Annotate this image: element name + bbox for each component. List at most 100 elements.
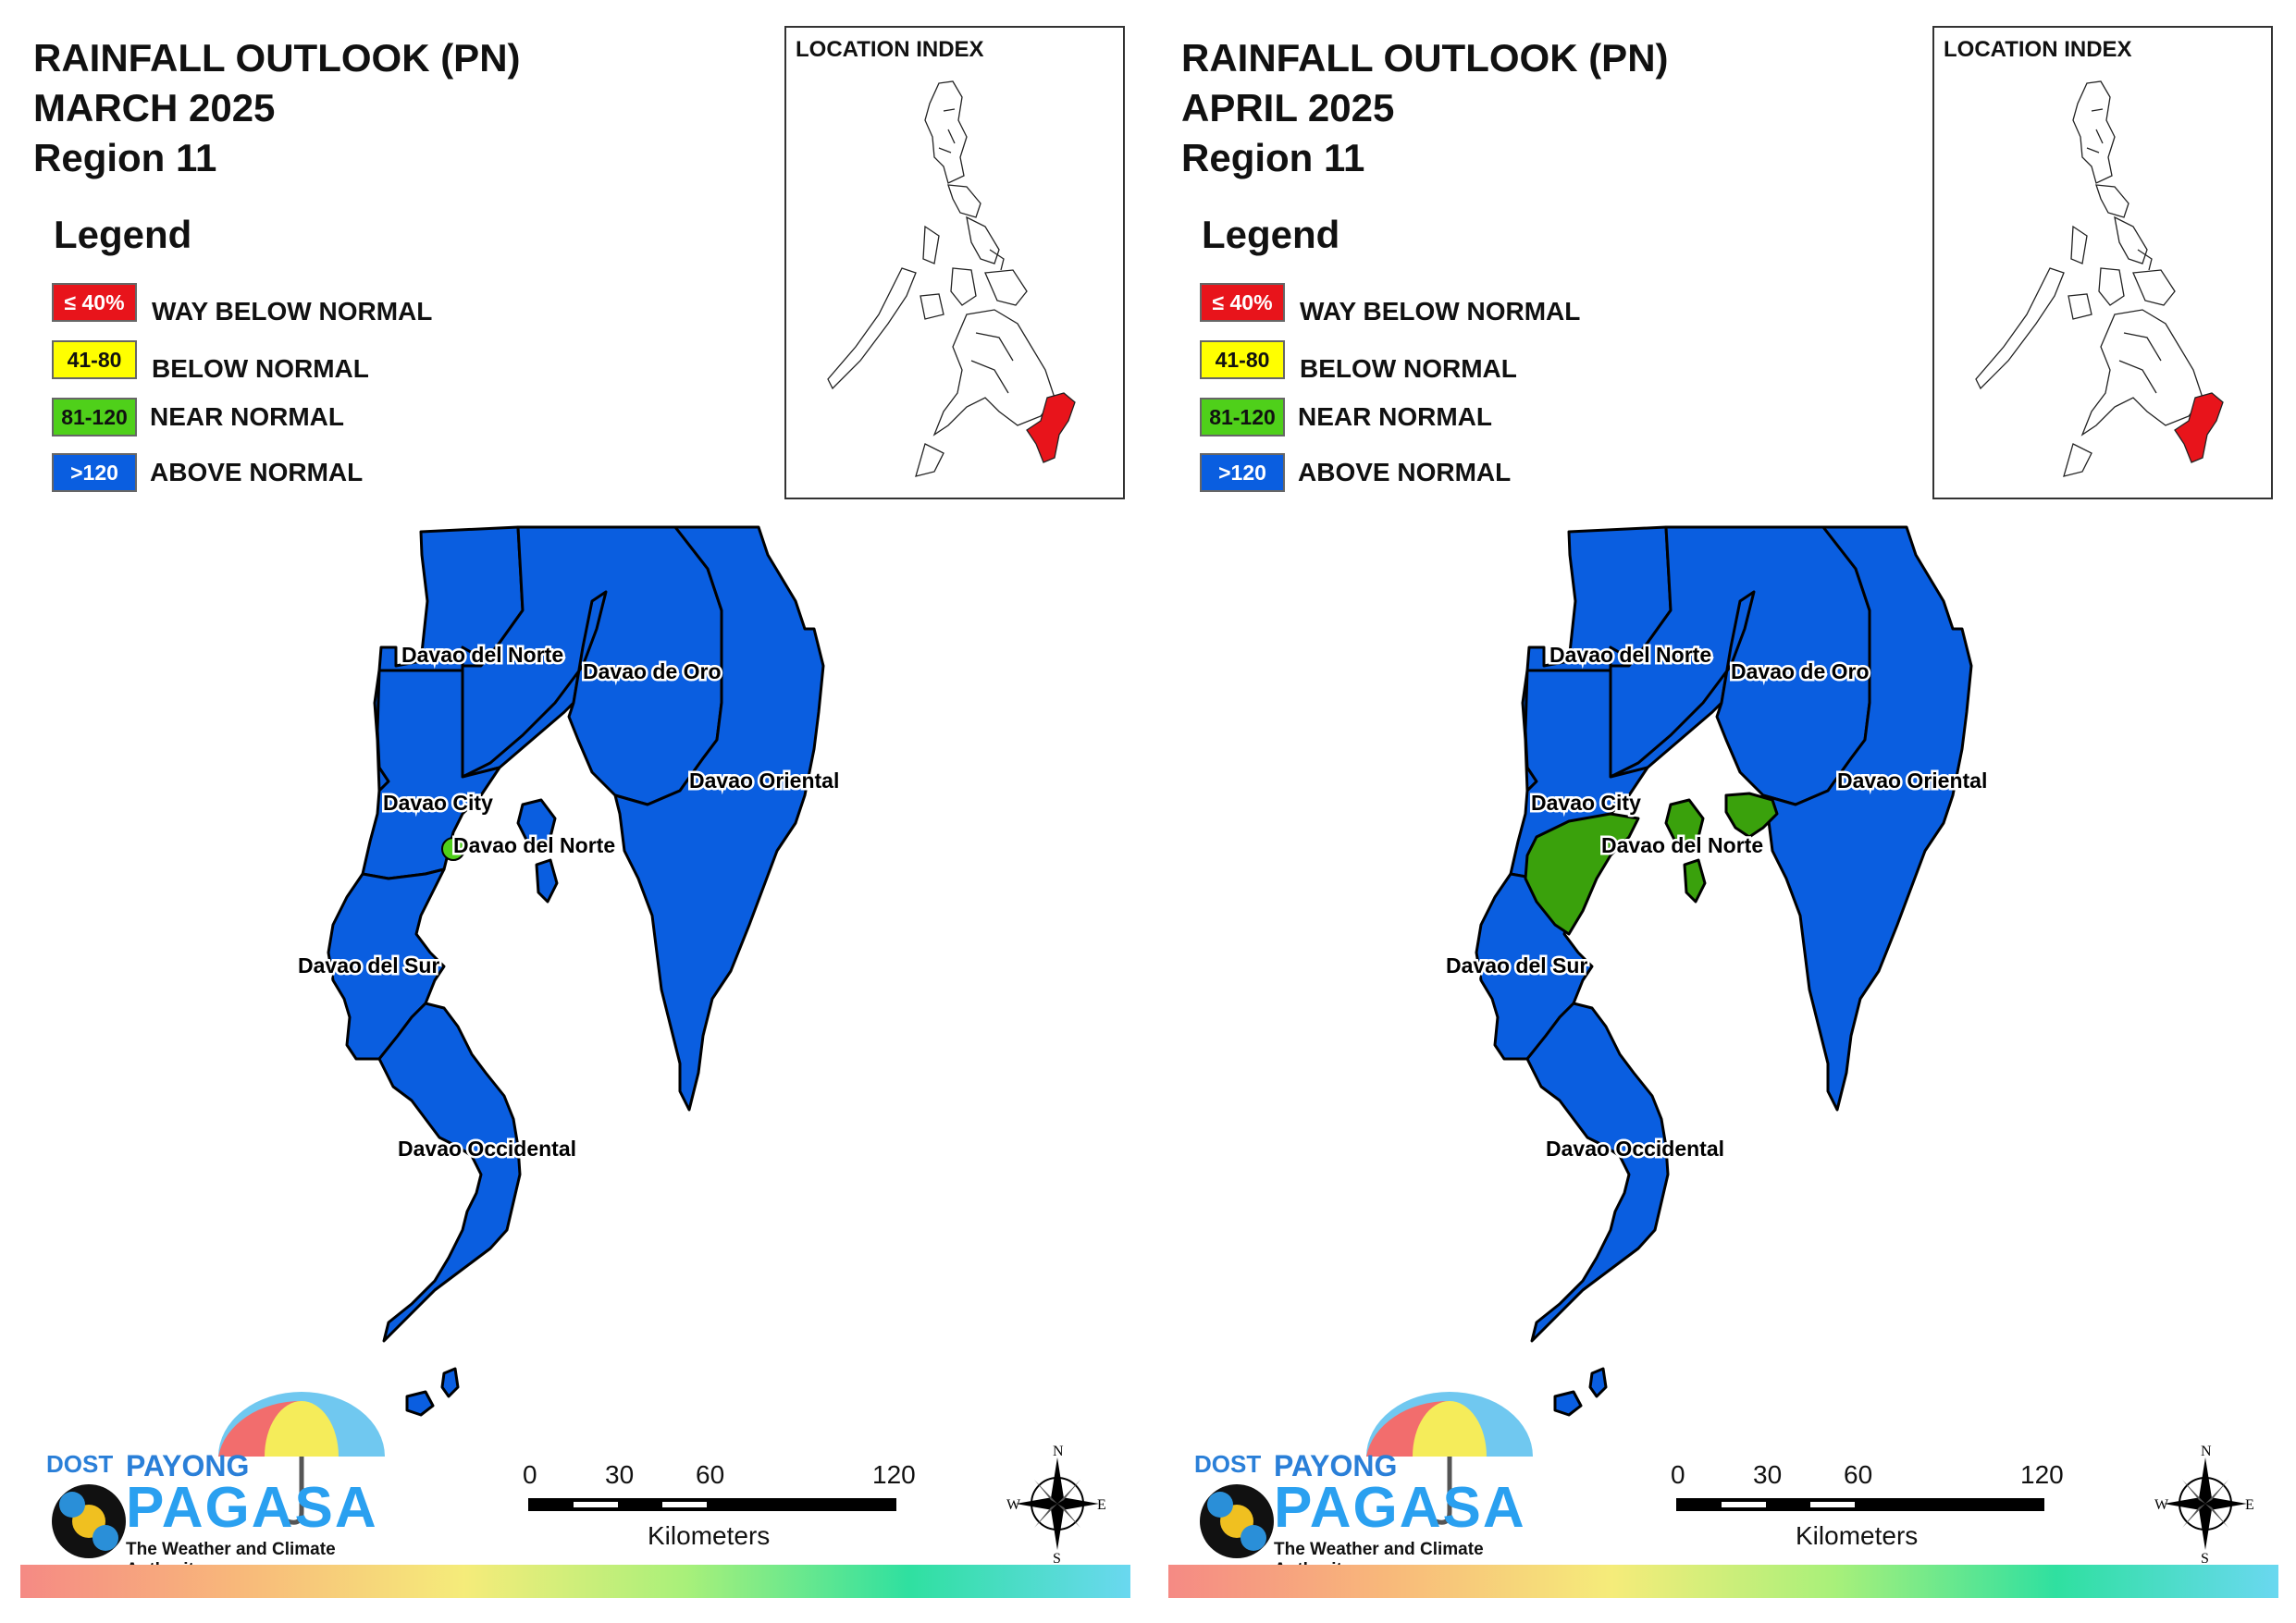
island-samal	[516, 798, 557, 853]
province-davao-occidental	[377, 1002, 522, 1343]
payong-pagasa-logo: DOST PAYONG PAGASA The Weather and Clima…	[1181, 1392, 1551, 1580]
panel-march: RAINFALL OUTLOOK (PN) MARCH 2025 Region …	[20, 26, 1130, 1598]
legend-item-way-below: ≤ 40% WAY BELOW NORMAL	[52, 281, 433, 326]
legend-item-way-below: ≤ 40% WAY BELOW NORMAL	[1200, 281, 1581, 326]
label-davao-oriental: Davao Oriental	[1837, 768, 1987, 793]
legend-swatch: 81-120	[52, 398, 137, 436]
legend-item-near: 81-120 NEAR NORMAL	[1200, 396, 1492, 438]
label-davao-oriental: Davao Oriental	[689, 768, 839, 793]
label-davao-del-norte: Davao del Norte	[1549, 643, 1711, 667]
compass-w: W	[2154, 1497, 2169, 1513]
label-davao-city: Davao City	[1531, 791, 1641, 815]
legend-item-below: 41-80 BELOW NORMAL	[52, 338, 369, 383]
island-sarangani	[1588, 1367, 1608, 1398]
scale-tick: 120	[872, 1460, 916, 1489]
island-balut	[1553, 1390, 1583, 1417]
label-davao-de-oro: Davao de Oro	[583, 659, 722, 683]
scale-bar-graphic	[1676, 1498, 2044, 1511]
compass-s: S	[1053, 1551, 1061, 1563]
legend-item-near: 81-120 NEAR NORMAL	[52, 396, 344, 438]
title-line-2: MARCH 2025	[33, 86, 276, 129]
legend-label: WAY BELOW NORMAL	[1300, 297, 1581, 326]
region-11-map: Davao del Norte Davao de Oro Davao Orien…	[1444, 525, 1990, 1417]
province-davao-occidental	[1525, 1002, 1670, 1343]
color-gradient-bar	[1168, 1565, 2278, 1598]
scale-tick: 30	[605, 1460, 635, 1489]
legend-swatch: 81-120	[1200, 398, 1285, 436]
title-line-3: Region 11	[1181, 136, 1365, 179]
legend-swatch: >120	[1200, 453, 1285, 492]
color-gradient-bar	[20, 1565, 1130, 1598]
scale-unit: Kilometers	[648, 1521, 771, 1550]
label-davao-del-sur: Davao del Sur	[1446, 953, 1587, 977]
region-11-highlight	[2174, 392, 2224, 463]
north-arrow-compass: N S E W	[2154, 1443, 2256, 1568]
location-index-inset: LOCATION INDEX	[1932, 26, 2273, 499]
scale-tick: 60	[1844, 1460, 1873, 1489]
legend-label: NEAR NORMAL	[1298, 402, 1492, 431]
north-arrow-compass: N S E W	[1006, 1443, 1108, 1568]
compass-e: E	[2245, 1497, 2254, 1513]
scale-bar: 0 30 60 120 Kilometers	[523, 1457, 916, 1550]
payong-pagasa-logo: DOST PAYONG PAGASA The Weather and Clima…	[33, 1392, 403, 1580]
logo-dost: DOST	[46, 1450, 114, 1478]
scale-tick: 0	[523, 1460, 537, 1489]
legend-item-below: 41-80 BELOW NORMAL	[1200, 338, 1517, 383]
logo-pagasa: PAGASA	[1274, 1476, 1526, 1540]
legend-title: Legend	[54, 213, 192, 256]
compass-w: W	[1006, 1497, 1021, 1513]
scale-tick: 120	[2020, 1460, 2064, 1489]
compass-s: S	[2201, 1551, 2209, 1563]
compass-n: N	[2201, 1444, 2212, 1459]
label-davao-de-oro: Davao de Oro	[1731, 659, 1870, 683]
logo-pagasa: PAGASA	[126, 1476, 378, 1540]
island-samal	[1664, 798, 1705, 853]
legend-swatch: >120	[52, 453, 137, 492]
region-11-map: Davao del Norte Davao de Oro Davao Orien…	[296, 525, 842, 1417]
legend-swatch: ≤ 40%	[1200, 283, 1285, 322]
logo-dost: DOST	[1194, 1450, 1262, 1478]
inset-title: LOCATION INDEX	[796, 37, 984, 62]
philippines-outline-map	[827, 80, 1076, 477]
scale-bar: 0 30 60 120 Kilometers	[1671, 1457, 2064, 1550]
legend-swatch: ≤ 40%	[52, 283, 137, 322]
near-normal-area-davao-de-oro	[1724, 792, 1779, 839]
near-normal-area	[441, 837, 465, 861]
scale-tick: 60	[696, 1460, 725, 1489]
island-samal-south	[1683, 858, 1707, 904]
map-title: RAINFALL OUTLOOK (PN) MARCH 2025 Region …	[33, 33, 521, 183]
legend-title: Legend	[1202, 213, 1340, 256]
scale-tick: 0	[1671, 1460, 1685, 1489]
scale-tick: 30	[1753, 1460, 1783, 1489]
compass-e: E	[1097, 1497, 1106, 1513]
label-davao-occidental: Davao Occidental	[398, 1137, 576, 1161]
legend-item-above: >120 ABOVE NORMAL	[52, 451, 363, 494]
island-sarangani	[440, 1367, 460, 1398]
legend-label: ABOVE NORMAL	[150, 458, 364, 486]
legend-item-above: >120 ABOVE NORMAL	[1200, 451, 1511, 494]
legend-label: NEAR NORMAL	[150, 402, 344, 431]
title-line-2: APRIL 2025	[1181, 86, 1395, 129]
legend-label: WAY BELOW NORMAL	[152, 297, 433, 326]
legend-swatch: 41-80	[1200, 340, 1285, 379]
map-title: RAINFALL OUTLOOK (PN) APRIL 2025 Region …	[1181, 33, 1669, 183]
province-davao-oriental	[1761, 525, 1973, 1112]
near-normal-area-davao-city	[1524, 812, 1640, 936]
legend-label: BELOW NORMAL	[152, 354, 369, 383]
island-samal-south	[535, 858, 559, 904]
philippines-outline-map	[1975, 80, 2224, 477]
province-davao-oriental	[613, 525, 825, 1112]
title-line-1: RAINFALL OUTLOOK (PN)	[1181, 36, 1669, 80]
title-line-3: Region 11	[33, 136, 217, 179]
legend-label: BELOW NORMAL	[1300, 354, 1517, 383]
label-davao-occidental: Davao Occidental	[1546, 1137, 1724, 1161]
inset-title: LOCATION INDEX	[1944, 37, 2132, 62]
compass-n: N	[1053, 1444, 1064, 1459]
scale-bar-graphic	[528, 1498, 896, 1511]
legend-swatch: 41-80	[52, 340, 137, 379]
label-davao-del-norte-igacos: Davao del Norte	[1601, 833, 1763, 857]
scale-unit: Kilometers	[1796, 1521, 1919, 1550]
label-davao-del-sur: Davao del Sur	[298, 953, 439, 977]
label-davao-del-norte: Davao del Norte	[401, 643, 563, 667]
title-line-1: RAINFALL OUTLOOK (PN)	[33, 36, 521, 80]
